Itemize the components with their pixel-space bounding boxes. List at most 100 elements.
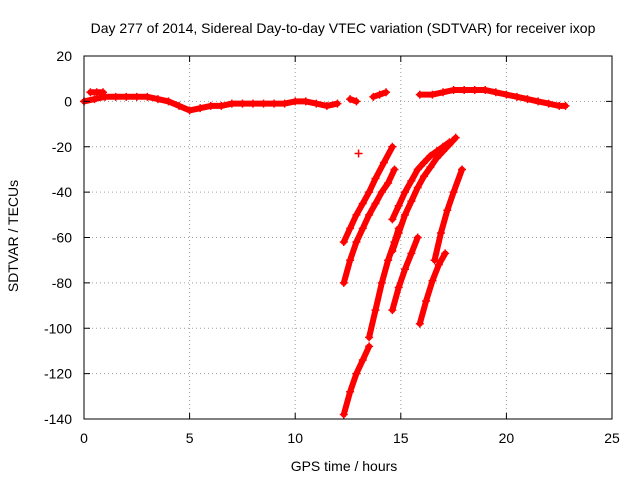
data-point [346,95,355,104]
data-point [436,228,445,237]
series-trace [340,143,396,245]
data-point [352,369,361,378]
data-point [413,165,422,174]
data-point [445,138,454,147]
data-point [561,101,570,110]
x-tick-label: 5 [186,430,194,446]
data-point [415,90,424,99]
data-point [371,306,380,315]
series-isolated-2 [369,88,391,101]
data-point [512,92,521,101]
data-point [544,99,553,108]
data-point [346,387,355,396]
data-point [441,249,450,258]
x-axis-label: GPS time / hours [291,458,398,474]
data-point [371,174,380,183]
y-axis-label: SDTVAR / TECUs [5,180,21,292]
data-point [377,188,386,197]
x-tick-label: 10 [287,430,303,446]
y-tick-label: -120 [44,366,72,382]
series-arc-g [388,233,422,315]
data-point [90,95,99,104]
data-point [365,342,374,351]
x-tick-label: 20 [499,430,515,446]
data-point [384,179,393,188]
data-point [432,147,441,156]
data-point [206,101,215,110]
data-point [451,133,460,142]
data-point [352,97,361,106]
data-point [394,228,403,237]
y-tick-label: -100 [44,320,72,336]
data-point [375,90,384,99]
data-point [401,210,410,219]
data-point [365,333,374,342]
data-point [175,101,184,110]
data-point [358,199,367,208]
y-tick-label: -80 [52,275,72,291]
data-point [352,210,361,219]
data-point [388,247,397,256]
data-point [358,356,367,365]
series-arc-b [339,165,399,287]
data-point [394,283,403,292]
data-point [491,88,500,97]
data-point [388,142,397,151]
data-point [99,88,108,97]
data-point [384,256,393,265]
chart-title: Day 277 of 2014, Sidereal Day-to-day VTE… [91,20,596,36]
data-point [434,260,443,269]
series-arc-a [339,142,397,247]
data-point [238,99,247,108]
data-point [291,97,300,106]
data-point [270,99,279,108]
data-point [164,97,173,106]
data-point [111,92,120,101]
data-point [439,142,448,151]
data-point [352,238,361,247]
data-point [481,86,490,95]
data-point [379,158,388,167]
data-point [369,92,378,101]
data-point [301,97,310,106]
data-point [377,278,386,287]
data-point [196,104,205,113]
data-point [413,183,422,192]
data-point [523,95,532,104]
data-point [185,106,194,115]
data-point [422,297,431,306]
series-arc-i [430,165,467,265]
data-point [371,199,380,208]
series-arc-f [388,138,454,224]
data-point [122,92,131,101]
data-point [388,306,397,315]
data-point [460,86,469,95]
data-point [439,88,448,97]
data-point [339,278,348,287]
series-outlier [354,149,363,158]
data-point [390,165,399,174]
data-point [432,154,441,163]
series-trace [389,139,453,223]
data-point [280,99,289,108]
data-point [217,101,226,110]
data-point [227,99,236,108]
x-tick-label: 0 [80,430,88,446]
data-point [388,215,397,224]
y-tick-label: -40 [52,184,72,200]
data-point [426,151,435,160]
data-point [415,319,424,328]
data-point [407,249,416,258]
data-point [534,97,543,106]
data-point [426,163,435,172]
data-point [449,86,458,95]
data-point [312,99,321,108]
series-early-offset [86,88,108,97]
data-point [259,99,268,108]
data-point [339,238,348,247]
data-point [365,210,374,219]
data-point [365,188,374,197]
data-point [502,90,511,99]
